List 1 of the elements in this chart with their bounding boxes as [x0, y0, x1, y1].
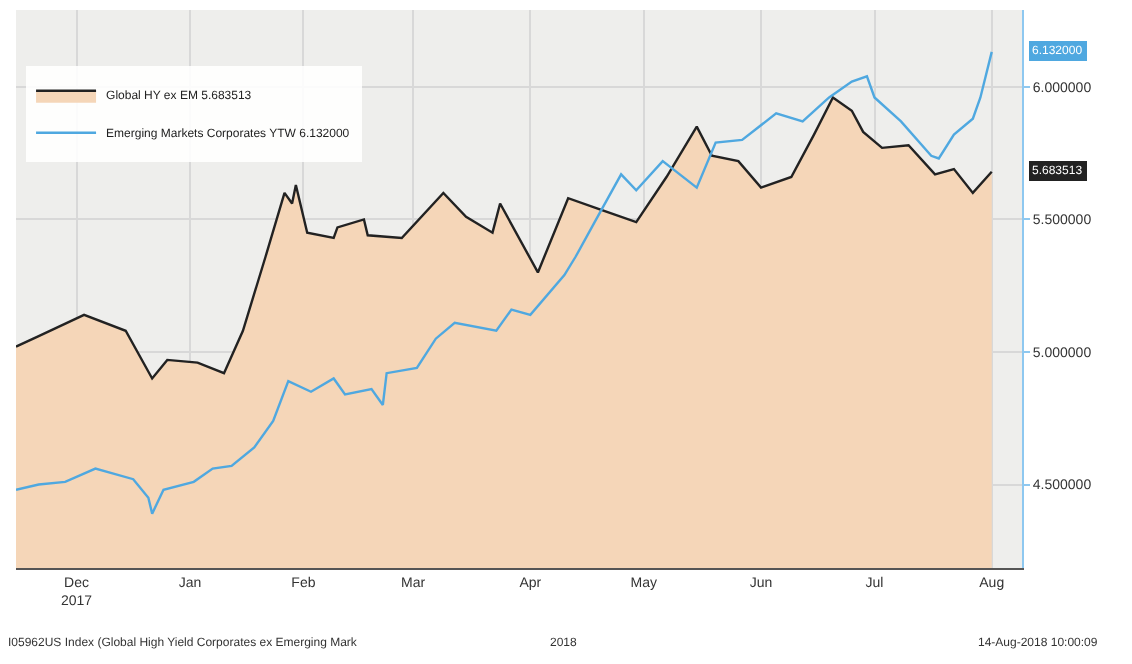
line-series	[16, 50, 993, 515]
